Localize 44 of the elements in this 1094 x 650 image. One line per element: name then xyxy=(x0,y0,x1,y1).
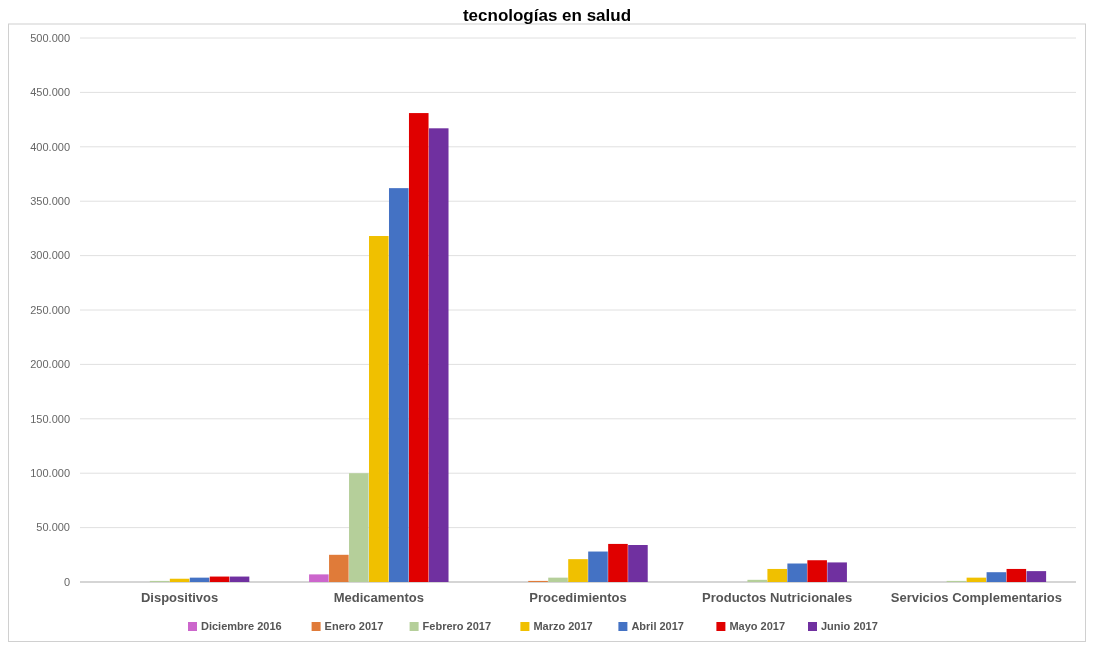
legend-label: Marzo 2017 xyxy=(533,620,593,632)
x-tick-label: Medicamentos xyxy=(333,590,424,605)
bar xyxy=(787,563,807,582)
y-tick-label: 200.000 xyxy=(30,358,70,371)
x-tick-label: Servicios Complementarios xyxy=(890,590,1063,605)
bar xyxy=(588,551,608,582)
bar xyxy=(548,577,568,582)
y-tick-label: 350.000 xyxy=(30,195,70,208)
legend-label: Junio 2017 xyxy=(821,620,878,632)
bar xyxy=(309,574,329,582)
y-tick-label: 100.000 xyxy=(30,467,70,480)
y-tick-label: 450.000 xyxy=(30,86,70,99)
legend-label: Diciembre 2016 xyxy=(201,620,282,632)
y-tick-label: 250.000 xyxy=(30,303,70,316)
bar xyxy=(986,572,1007,582)
bar xyxy=(329,554,349,582)
y-tick-label: 150.000 xyxy=(30,412,70,425)
y-tick-label: 50.000 xyxy=(36,521,70,534)
x-tick-label: Dispositivos xyxy=(140,590,219,605)
legend-label: Febrero 2017 xyxy=(422,620,492,632)
y-tick-label: 300.000 xyxy=(30,249,70,262)
bar xyxy=(628,545,648,582)
y-tick-label: 400.000 xyxy=(30,140,70,153)
bar xyxy=(388,188,409,582)
x-tick-label: Productos Nutricionales xyxy=(702,590,853,605)
bar xyxy=(1006,568,1027,582)
bar xyxy=(428,128,449,582)
bar xyxy=(747,579,768,582)
bar xyxy=(369,236,389,582)
x-tick-label: Procedimientos xyxy=(529,590,627,605)
bar xyxy=(608,543,628,582)
legend-label: Abril 2017 xyxy=(631,620,684,632)
bar xyxy=(807,560,827,582)
bar xyxy=(1026,571,1047,582)
chart-title: tecnologías en salud xyxy=(462,6,632,25)
legend-label: Enero 2017 xyxy=(324,620,384,632)
bar xyxy=(767,568,787,582)
y-tick-label: 0 xyxy=(63,575,70,588)
bar xyxy=(349,473,369,582)
bar xyxy=(408,113,429,582)
legend-label: Mayo 2017 xyxy=(729,620,786,632)
bar xyxy=(827,562,847,582)
bar xyxy=(568,559,588,582)
y-tick-label: 500.000 xyxy=(30,31,70,44)
